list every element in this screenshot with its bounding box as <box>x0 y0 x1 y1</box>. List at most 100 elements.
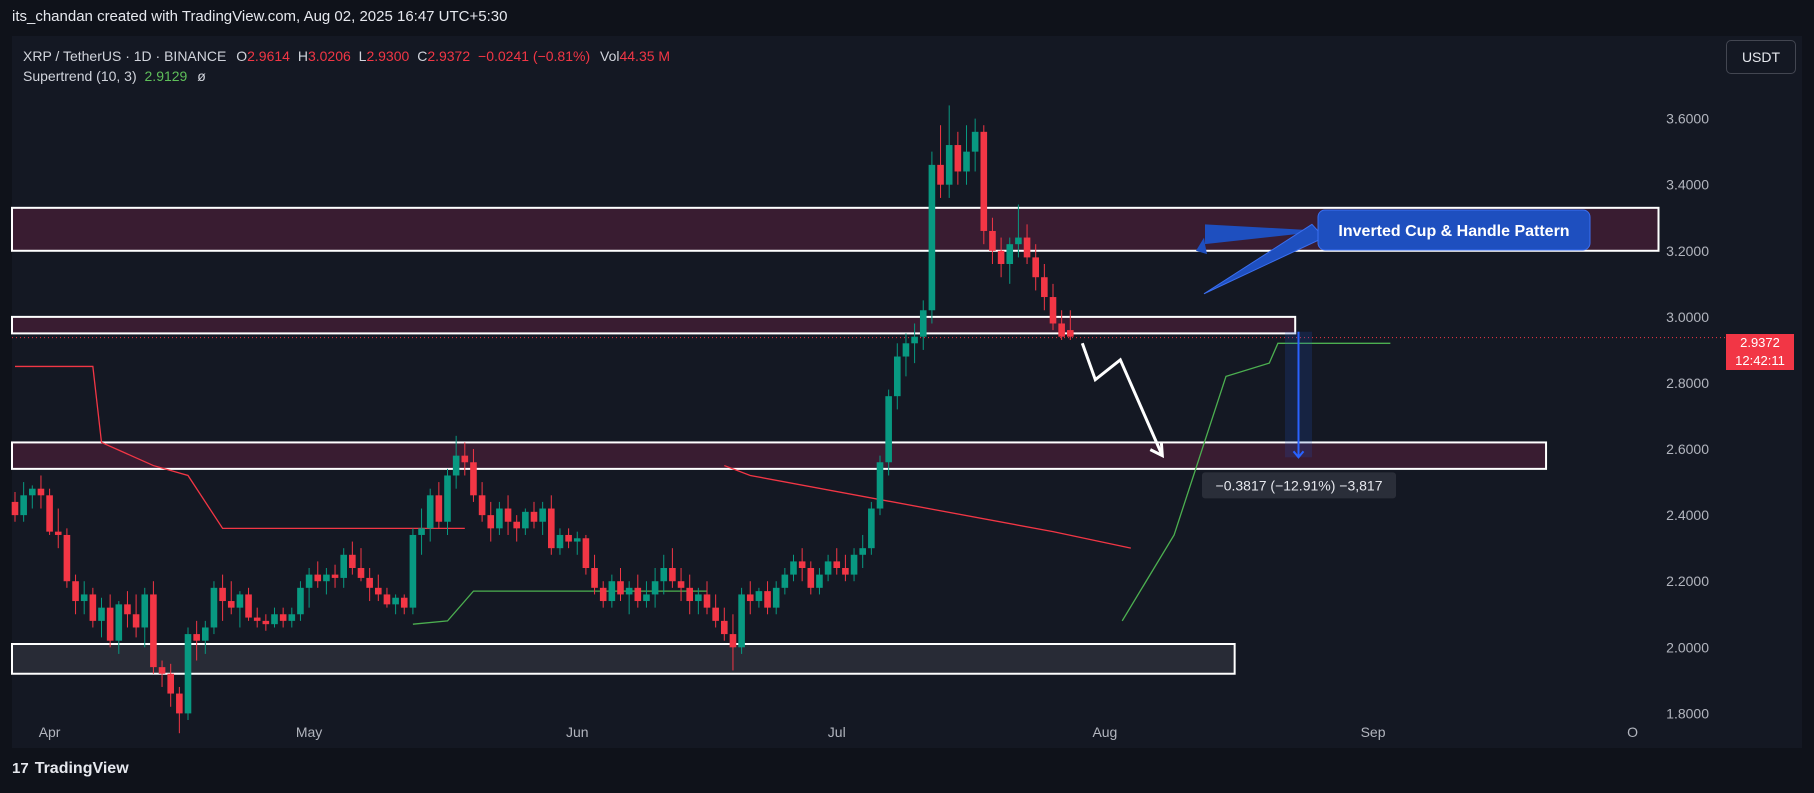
candle-body <box>989 230 996 251</box>
candle-body <box>288 614 296 621</box>
projection-arrow <box>1080 342 1164 457</box>
candle-body <box>1023 237 1031 258</box>
pattern-label: Inverted Cup & Handle Pattern <box>1338 223 1569 240</box>
open-value: 2.9614 <box>247 48 290 64</box>
candle-body <box>435 495 443 522</box>
candle-body <box>833 561 841 568</box>
candle-body <box>522 511 529 529</box>
open-label: O <box>236 48 248 64</box>
candle-body <box>963 151 970 172</box>
candle-body <box>37 488 45 496</box>
candle-body <box>357 568 365 578</box>
candle-body <box>911 336 918 344</box>
candle-body <box>548 508 555 549</box>
candle-body <box>746 594 754 602</box>
x-tick-label: Sep <box>1361 724 1386 740</box>
candle-body <box>738 594 745 648</box>
y-tick-label: 2.6000 <box>1666 441 1709 457</box>
close-value: 2.9372 <box>427 48 471 64</box>
candle-body <box>426 495 434 529</box>
candle-body <box>755 591 763 602</box>
y-tick-label: 1.8000 <box>1666 705 1709 721</box>
candle-body <box>496 508 503 529</box>
price-zone <box>11 643 1236 675</box>
candle-body <box>141 594 149 628</box>
candle-body <box>617 581 624 595</box>
candle-body <box>80 594 88 602</box>
candle-body <box>210 587 218 628</box>
y-tick-label: 2.4000 <box>1666 507 1709 523</box>
candle-body <box>599 587 607 602</box>
candle-body <box>470 462 477 496</box>
candle-body <box>1006 244 1014 264</box>
x-tick-label: Jul <box>828 724 846 740</box>
candle-body <box>11 501 19 516</box>
supertrend-up-line <box>1121 342 1391 622</box>
candle-body <box>712 607 719 621</box>
candle-body <box>366 577 373 588</box>
candle-body <box>565 534 572 542</box>
candle-body <box>651 581 659 595</box>
y-tick-label: 2.0000 <box>1666 639 1709 655</box>
measure-arrowhead <box>1292 450 1305 459</box>
candle-body <box>452 455 460 476</box>
low-value: 2.9300 <box>366 48 410 64</box>
currency-selector-button[interactable]: USDT <box>1726 40 1796 74</box>
callout-pointer <box>1196 224 1325 255</box>
candle-body <box>245 594 252 618</box>
candle-body <box>375 587 382 595</box>
x-tick-label: Jun <box>566 724 589 740</box>
candle-body <box>660 568 668 582</box>
candle-body <box>954 145 962 172</box>
symbol-title[interactable]: XRP / TetherUS · 1D · BINANCE <box>23 48 227 64</box>
indicator-value: 2.9129 <box>144 68 188 84</box>
candle-body <box>219 587 226 602</box>
pattern-callout-box <box>1317 209 1591 251</box>
y-tick-label: 3.4000 <box>1666 177 1709 193</box>
candle-body <box>202 627 209 641</box>
candle-body <box>625 587 633 595</box>
candle-body <box>919 310 927 337</box>
y-tick-label: 2.8000 <box>1666 375 1709 391</box>
change-value: −0.0241 (−0.81%) <box>478 48 591 64</box>
brand-name: TradingView <box>34 760 129 777</box>
candle-body <box>798 561 806 568</box>
candle-body <box>444 475 451 522</box>
x-tick-label: May <box>296 724 322 740</box>
candle-body <box>340 554 347 578</box>
indicator-settings-icon[interactable]: ø <box>197 68 206 84</box>
last-price-tag: 2.9372 12:42:11 <box>1726 334 1794 370</box>
candle-body <box>279 614 287 621</box>
candle-body <box>227 601 235 608</box>
candle-body <box>236 594 244 608</box>
tradingview-logo-icon: 17 <box>12 760 29 777</box>
x-tick-label: O <box>1627 724 1638 740</box>
candle-body <box>63 534 71 582</box>
candle-body <box>72 581 79 602</box>
candle-body <box>876 462 884 509</box>
candle-body <box>868 508 875 549</box>
candle-body <box>1067 330 1074 337</box>
candle-body <box>573 538 581 542</box>
chart-frame[interactable] <box>12 36 1802 748</box>
supertrend-down-line <box>724 464 1131 549</box>
candle-body <box>790 561 797 575</box>
candle-body <box>556 534 564 549</box>
candle-body <box>703 594 711 608</box>
candle-body <box>816 574 823 588</box>
chart-attribution-banner: its_chandan created with TradingView.com… <box>12 8 508 25</box>
candle-body <box>634 587 642 602</box>
candle-body <box>643 594 650 602</box>
candle-body <box>894 356 901 397</box>
candle-body <box>106 607 114 641</box>
candle-body <box>115 604 123 641</box>
candle-body <box>686 587 693 602</box>
tradingview-logo[interactable]: 17 TradingView <box>12 760 129 778</box>
candle-body <box>677 581 685 588</box>
indicator-name[interactable]: Supertrend (10, 3) <box>23 68 137 84</box>
candle-body <box>824 561 832 575</box>
volume-value: 44.35 M <box>619 48 671 64</box>
x-tick-label: Aug <box>1092 724 1117 740</box>
candle-body <box>314 574 322 582</box>
